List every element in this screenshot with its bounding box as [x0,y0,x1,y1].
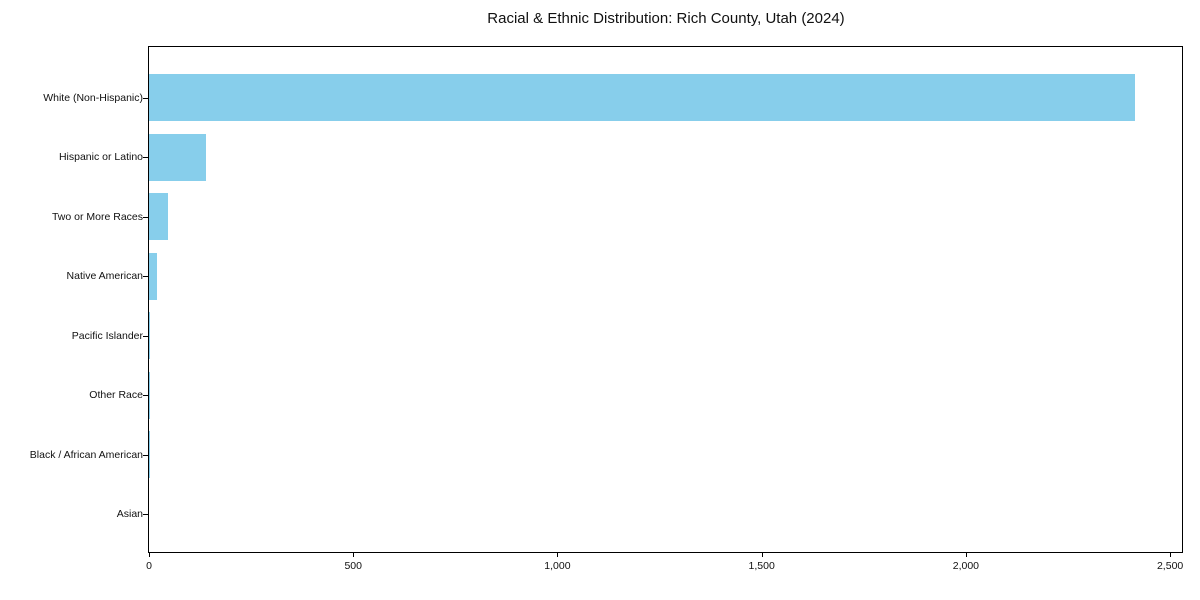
x-tick-mark [149,553,150,557]
chart-title: Racial & Ethnic Distribution: Rich Count… [487,10,845,27]
y-tick-mark [143,216,148,218]
y-tick-label-native-american: Native American [66,270,143,282]
y-tick-label-white-non-hispanic: White (Non-Hispanic) [43,91,143,104]
y-tick-mark [143,395,148,396]
x-tick-mark [1170,553,1172,557]
x-tick-label: 500 [344,560,362,572]
bar-native-american [149,252,158,300]
y-tick-label-black-african-american: Black / African American [29,448,143,461]
x-tick-mark [353,553,355,557]
y-tick-label-asian: Asian [116,508,143,520]
y-tick-mark [143,335,148,337]
y-tick-label-other-race: Other Race [89,389,143,401]
x-tick-mark [557,553,559,557]
bar-hispanic-or-latino [149,133,207,181]
y-tick-mark [143,157,148,158]
bar-two-or-more-races [149,193,169,240]
x-tick-mark [965,553,967,557]
x-tick-label: 2,500 [1156,560,1184,572]
x-tick-label: 1,000 [544,560,571,572]
x-tick-label: 2,000 [952,560,980,572]
y-tick-label-hispanic-or-latino: Hispanic or Latino [58,151,143,163]
x-tick-label: 1,500 [748,560,775,572]
x-tick-label: 0 [146,560,152,572]
plot-area [148,46,1183,553]
y-tick-label-pacific-islander: Pacific Islander [71,329,143,342]
y-tick-mark [143,276,148,277]
y-tick-mark [143,454,148,456]
bar-white-non-hispanic [149,74,1136,121]
bar-pacific-islander [149,312,151,359]
y-tick-mark [143,97,148,99]
x-tick-mark [761,553,763,557]
y-tick-label-two-or-more-races: Two or More Races [51,210,143,223]
y-tick-mark [143,514,148,515]
